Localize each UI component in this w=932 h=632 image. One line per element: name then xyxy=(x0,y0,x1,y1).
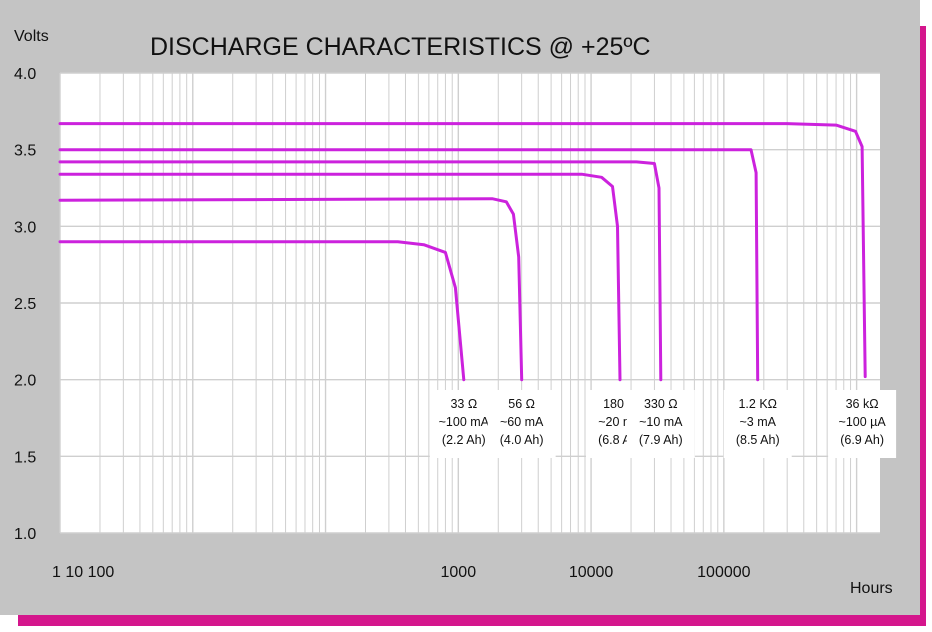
y-axis-label: Volts xyxy=(14,28,49,45)
curve-annotation-1: 33 Ω ~100 mA (2.2 Ah) xyxy=(429,390,498,458)
x-tick-label: 100000 xyxy=(697,564,750,581)
y-tick-label: 2.0 xyxy=(14,373,36,390)
annotation-line: 36 kΩ xyxy=(846,397,879,411)
annotation-line: ~100 mA xyxy=(439,415,490,429)
discharge-curve-2 xyxy=(58,197,524,382)
y-tick-label: 3.0 xyxy=(14,219,36,236)
y-tick-label: 2.5 xyxy=(14,296,36,313)
annotation-line: ~60 mA xyxy=(500,415,544,429)
curve-annotation-5: 1.2 KΩ ~3 mA (8.5 Ah) xyxy=(723,390,792,458)
annotation-background xyxy=(487,390,556,458)
curve-annotation-6: 36 kΩ ~100 µA (6.9 Ah) xyxy=(828,390,897,458)
y-tick-label: 3.5 xyxy=(14,143,36,160)
x-tick-label: 10000 xyxy=(569,564,614,581)
x-axis-label: Hours xyxy=(850,580,893,597)
chart-title: DISCHARGE CHARACTERISTICS @ +25ºC xyxy=(150,33,651,61)
annotation-line: 33 Ω xyxy=(450,397,477,411)
y-tick-label: 1.5 xyxy=(14,449,36,466)
discharge-curve-1 xyxy=(58,240,466,382)
discharge-curve-5 xyxy=(58,148,760,382)
y-tick-label: 4.0 xyxy=(14,66,36,83)
annotation-background xyxy=(429,390,498,458)
annotation-background xyxy=(828,390,897,458)
annotation-line: (6.9 Ah) xyxy=(840,433,884,447)
annotation-line: ~10 mA xyxy=(639,415,683,429)
annotation-line: 330 Ω xyxy=(644,397,678,411)
curve-annotation-2: 56 Ω ~60 mA (4.0 Ah) xyxy=(487,390,556,458)
y-tick-label: 1.0 xyxy=(14,526,36,543)
annotation-line: 56 Ω xyxy=(508,397,535,411)
discharge-curves xyxy=(58,122,867,382)
discharge-curve-3 xyxy=(58,172,622,382)
annotation-line: (2.2 Ah) xyxy=(442,433,486,447)
annotation-line: ~100 µA xyxy=(839,415,887,429)
annotation-background xyxy=(723,390,792,458)
annotation-line: (4.0 Ah) xyxy=(500,433,544,447)
annotation-line: ~3 mA xyxy=(740,415,777,429)
axis-ticks: 4.0 3.5 3.0 2.5 2.0 1.5 1.0 1 10 100 1000 10000 10… xyxy=(14,66,751,581)
curve-annotations: 33 Ω~100 mA(2.2 Ah)56 Ω~60 mA(4.0 Ah)180… xyxy=(429,390,897,458)
annotation-line: (7.9 Ah) xyxy=(639,433,683,447)
annotation-line: 1.2 KΩ xyxy=(738,397,777,411)
discharge-curve-6 xyxy=(58,122,867,379)
annotation-line: (8.5 Ah) xyxy=(736,433,780,447)
annotation-background xyxy=(626,390,695,458)
curve-annotation-4: 330 Ω ~10 mA (7.9 Ah) xyxy=(626,390,695,458)
discharge-curve-4 xyxy=(58,160,663,382)
x-tick-label: 1 10 100 xyxy=(52,564,114,581)
x-tick-label: 1000 xyxy=(441,564,477,581)
